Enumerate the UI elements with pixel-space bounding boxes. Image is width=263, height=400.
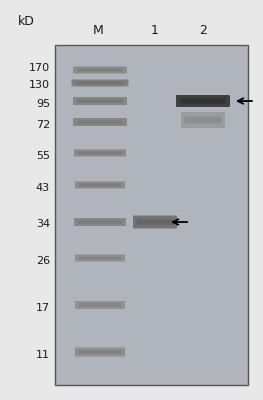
FancyBboxPatch shape [73, 97, 127, 105]
Text: 17: 17 [36, 303, 50, 313]
FancyBboxPatch shape [73, 118, 127, 126]
Text: 1: 1 [151, 24, 159, 36]
Text: 26: 26 [36, 256, 50, 266]
Text: 72: 72 [36, 120, 50, 130]
Text: 130: 130 [29, 80, 50, 90]
FancyBboxPatch shape [133, 216, 177, 228]
FancyBboxPatch shape [75, 182, 125, 188]
Text: 95: 95 [36, 99, 50, 109]
FancyBboxPatch shape [137, 219, 173, 225]
Text: 170: 170 [29, 63, 50, 73]
Text: 55: 55 [36, 151, 50, 161]
FancyBboxPatch shape [73, 66, 127, 74]
Text: M: M [93, 24, 103, 36]
FancyBboxPatch shape [181, 112, 225, 128]
FancyBboxPatch shape [77, 99, 123, 103]
Text: 2: 2 [199, 24, 207, 36]
Text: kD: kD [18, 15, 35, 28]
FancyBboxPatch shape [78, 152, 122, 154]
FancyBboxPatch shape [75, 348, 125, 356]
FancyBboxPatch shape [74, 218, 126, 226]
FancyBboxPatch shape [72, 80, 129, 86]
FancyBboxPatch shape [74, 150, 126, 156]
FancyBboxPatch shape [75, 254, 125, 262]
Bar [55, 45, 248, 385]
FancyBboxPatch shape [180, 98, 226, 104]
Text: 43: 43 [36, 183, 50, 193]
FancyBboxPatch shape [79, 184, 121, 186]
FancyBboxPatch shape [185, 117, 221, 123]
FancyBboxPatch shape [79, 350, 121, 354]
FancyBboxPatch shape [77, 120, 123, 124]
FancyBboxPatch shape [79, 303, 121, 307]
FancyBboxPatch shape [77, 68, 123, 72]
FancyBboxPatch shape [76, 82, 124, 84]
FancyBboxPatch shape [78, 220, 122, 224]
Text: 34: 34 [36, 219, 50, 229]
FancyBboxPatch shape [176, 95, 230, 107]
FancyBboxPatch shape [75, 301, 125, 309]
FancyBboxPatch shape [79, 256, 121, 260]
Text: 11: 11 [36, 350, 50, 360]
